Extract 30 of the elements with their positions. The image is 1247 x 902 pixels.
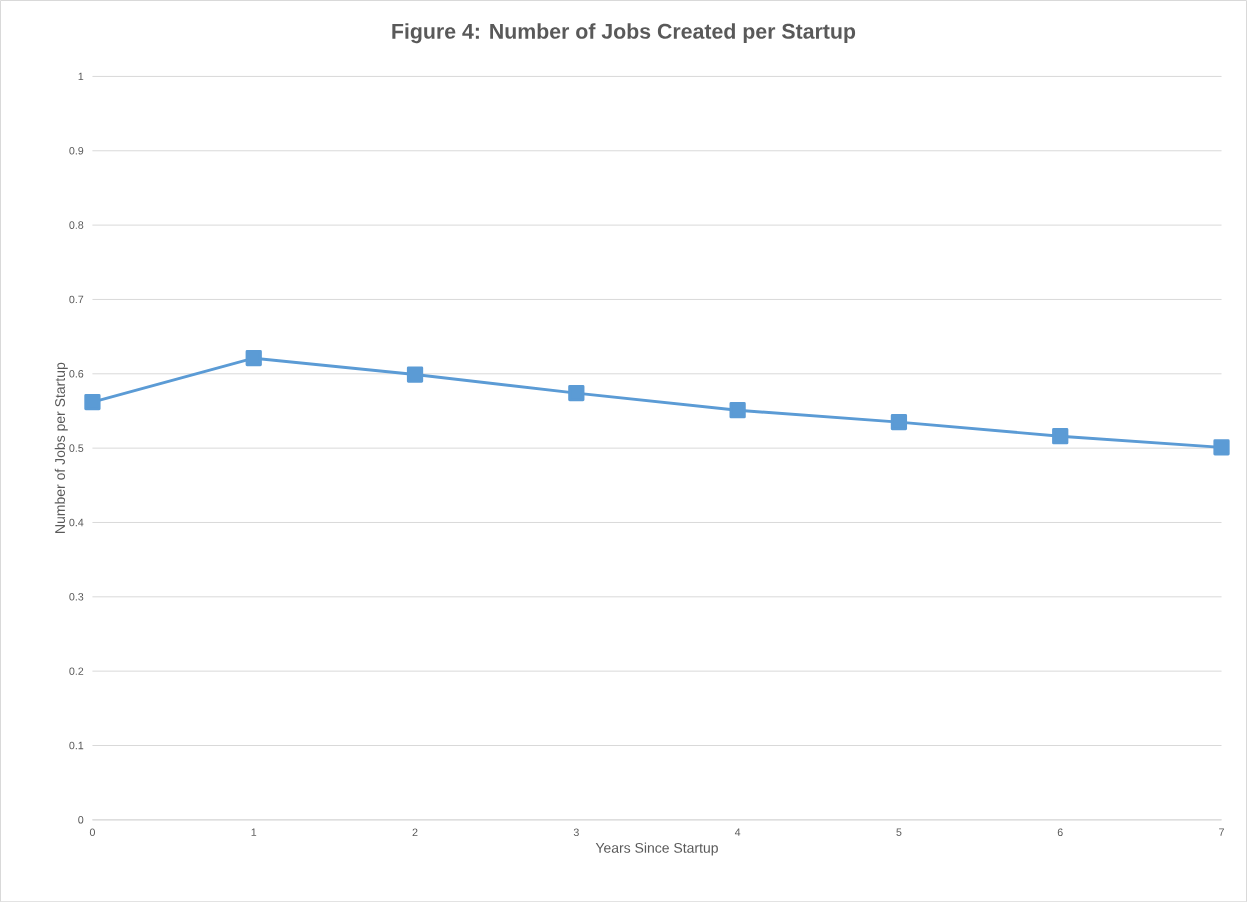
point <box>729 401 746 419</box>
y-tick-label: 0.7 <box>69 295 84 304</box>
point <box>84 393 101 411</box>
x-tick-label: 2 <box>412 828 418 836</box>
y-tick-label: 0.9 <box>69 146 84 155</box>
point <box>568 384 585 402</box>
x-tick-label: 3 <box>573 828 579 836</box>
x-tick-label: 1 <box>251 828 257 836</box>
x-tick-label: 5 <box>896 828 902 836</box>
point <box>1213 439 1230 456</box>
x-tick-label: 6 <box>1057 828 1063 836</box>
y-tick-label: 0.2 <box>69 667 84 675</box>
x-axis-title: Years Since Startup <box>595 842 718 856</box>
y-tick-label: 0.3 <box>69 592 84 601</box>
x-tick-label: 7 <box>1219 828 1224 836</box>
y-tick-label: 0.6 <box>69 369 84 378</box>
point <box>245 349 262 367</box>
y-tick-label: 1 <box>78 72 84 80</box>
y-tick-label: 0.1 <box>69 741 84 750</box>
point <box>890 413 908 431</box>
y-axis-title: Number of Jobs per Startup <box>54 362 68 533</box>
chart-title: Figure 4: Number of Jobs Created per Startup <box>392 23 856 44</box>
y-tick-label: 0.4 <box>69 518 84 527</box>
point <box>1052 427 1069 445</box>
x-tick-label: 4 <box>734 828 741 836</box>
point <box>406 366 424 383</box>
y-tick-label: 0.5 <box>69 444 84 452</box>
y-tick-label: 0.8 <box>69 221 84 229</box>
y-tick-label: 0 <box>78 815 84 824</box>
x-tick-label: 0 <box>89 828 95 836</box>
